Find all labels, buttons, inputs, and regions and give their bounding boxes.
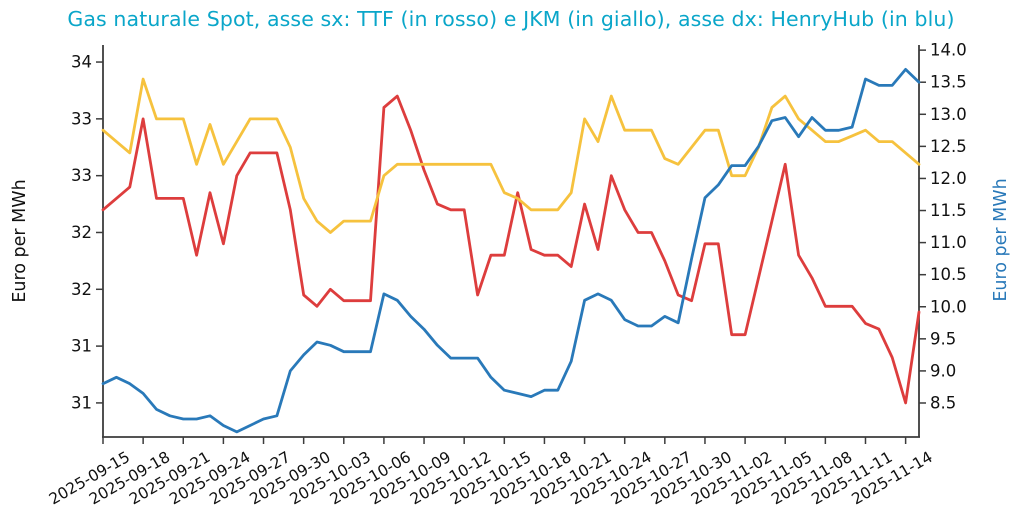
left-tick-label: 31	[71, 337, 92, 356]
left-tick-label: 33	[71, 109, 92, 128]
right-tick-label: 12.5	[930, 137, 967, 156]
right-tick-label: 10.0	[930, 297, 967, 316]
left-tick-label: 32	[71, 280, 92, 299]
left-tick-label: 31	[71, 393, 92, 412]
right-tick-label: 11.0	[930, 233, 967, 252]
right-tick-label: 9.0	[930, 361, 956, 380]
left-tick-label: 33	[71, 166, 92, 185]
series-line-HenryHub	[101, 68, 921, 434]
left-tick-label: 34	[71, 53, 92, 72]
series-line-TTF	[101, 94, 921, 405]
right-tick-label: 12.0	[930, 169, 967, 188]
right-tick-label: 13.5	[930, 73, 967, 92]
right-tick-label: 10.5	[930, 265, 967, 284]
left-tick-label: 32	[71, 223, 92, 242]
right-tick-label: 13.0	[930, 105, 967, 124]
right-tick-label: 11.5	[930, 201, 967, 220]
right-tick-label: 8.5	[930, 393, 956, 412]
right-tick-label: 14.0	[930, 41, 967, 60]
right-tick-label: 9.5	[930, 329, 956, 348]
chart-title: Gas naturale Spot, asse sx: TTF (in ross…	[67, 7, 955, 31]
series-line-JKM	[101, 77, 921, 234]
